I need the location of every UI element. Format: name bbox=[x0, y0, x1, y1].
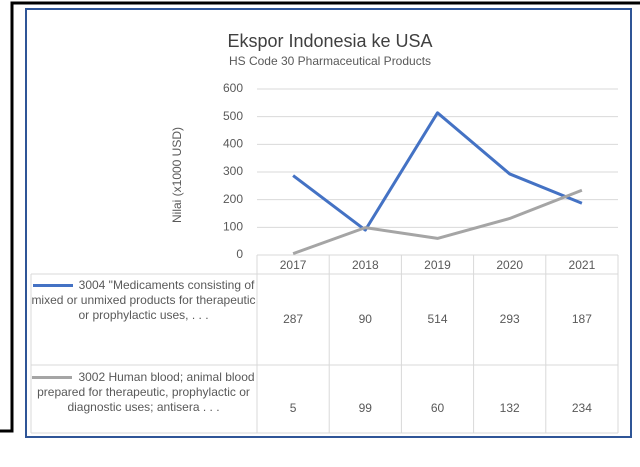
legend-entry: 3002 Human blood; animal blood prepared … bbox=[31, 370, 256, 415]
table-value: 234 bbox=[572, 401, 592, 415]
table-value: 90 bbox=[359, 312, 373, 326]
y-tick-label: 500 bbox=[223, 109, 243, 123]
chart-subtitle: HS Code 30 Pharmaceutical Products bbox=[229, 54, 431, 68]
y-tick-label: 300 bbox=[223, 164, 243, 178]
legend-label: 3004 "Medicaments consisting of mixed or… bbox=[31, 278, 256, 322]
chart-title: Ekspor Indonesia ke USA bbox=[227, 31, 432, 51]
legend-swatch bbox=[32, 376, 73, 380]
series-line bbox=[292, 111, 583, 232]
y-axis-label: Nilai (x1000 USD) bbox=[170, 127, 184, 223]
y-tick-label: 100 bbox=[223, 220, 243, 234]
y-tick-label: 400 bbox=[223, 137, 243, 151]
x-tick-label: 2019 bbox=[424, 258, 451, 272]
x-tick-label: 2017 bbox=[280, 258, 307, 272]
legend-entry: 3004 "Medicaments consisting of mixed or… bbox=[31, 278, 256, 323]
table-value: 514 bbox=[427, 312, 447, 326]
frame-line bbox=[0, 1, 640, 433]
table-value: 60 bbox=[431, 401, 445, 415]
table-value: 187 bbox=[572, 312, 592, 326]
y-tick-label: 200 bbox=[223, 192, 243, 206]
x-tick-label: 2021 bbox=[569, 258, 596, 272]
x-tick-label: 2018 bbox=[352, 258, 379, 272]
table-value: 287 bbox=[283, 312, 303, 326]
y-tick-label: 600 bbox=[223, 81, 243, 95]
table-value: 99 bbox=[359, 401, 373, 415]
y-tick-label: 0 bbox=[236, 247, 243, 261]
series-line bbox=[292, 188, 583, 256]
chart-border bbox=[25, 8, 632, 438]
table-value: 5 bbox=[290, 401, 297, 415]
legend-swatch bbox=[32, 284, 73, 288]
legend-label: 3002 Human blood; animal blood prepared … bbox=[37, 370, 255, 414]
x-tick-label: 2020 bbox=[496, 258, 523, 272]
table-value: 132 bbox=[500, 401, 520, 415]
table-value: 293 bbox=[500, 312, 520, 326]
